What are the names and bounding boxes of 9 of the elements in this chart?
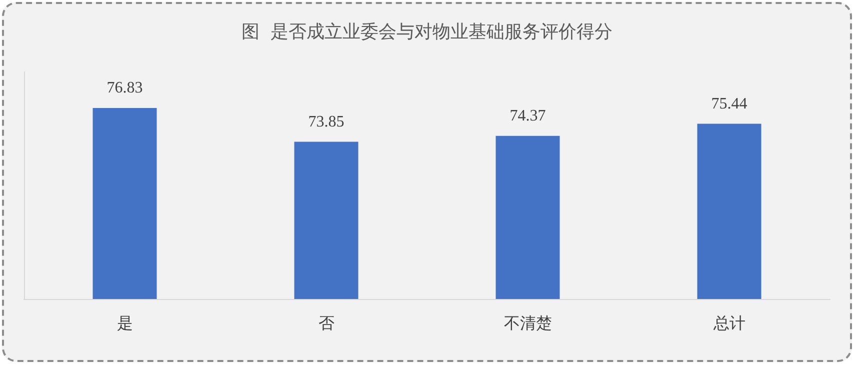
data-label: 73.85 [308, 113, 344, 130]
x-tick-label: 不清楚 [504, 314, 552, 332]
x-tick-label: 是 [116, 314, 133, 332]
data-label: 74.37 [510, 107, 546, 124]
chart-title: 图 是否成立业委会与对物业基础服务评价得分 [241, 22, 613, 42]
data-label: 75.44 [711, 95, 748, 112]
x-tick-label: 总计 [712, 314, 746, 332]
x-tick-label: 否 [318, 314, 334, 332]
data-label: 76.83 [106, 79, 143, 96]
